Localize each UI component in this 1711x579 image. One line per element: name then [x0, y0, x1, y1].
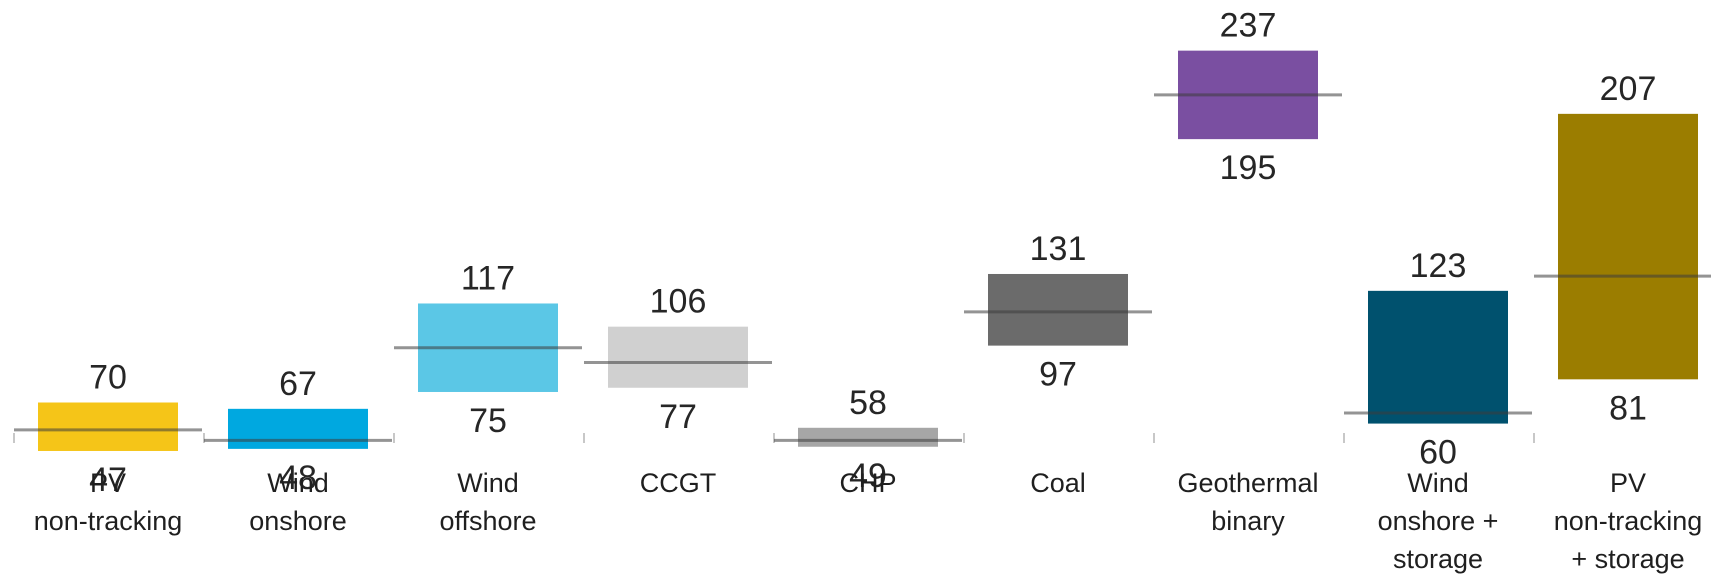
axis-tick — [203, 433, 205, 443]
high-value-label: 123 — [1410, 247, 1467, 285]
range-bar — [1368, 290, 1508, 424]
axis-tick — [583, 433, 585, 443]
category-label: PV non-tracking — [34, 468, 183, 536]
axis-tick — [1533, 433, 1535, 443]
axis-tick — [393, 433, 395, 443]
low-value-label: 48 — [279, 459, 317, 497]
category-label-line: PV — [90, 468, 126, 498]
category-label-line: Coal — [1030, 468, 1086, 498]
range-bar — [38, 402, 178, 451]
axis-tick — [773, 433, 775, 443]
axis-tick — [1343, 433, 1345, 443]
category-label-line: onshore — [249, 506, 347, 536]
range-bar — [608, 326, 748, 388]
high-value-label: 131 — [1030, 230, 1087, 268]
category-label: Wind onshore — [249, 468, 347, 536]
category-label: Geothermal binary — [1177, 468, 1318, 536]
category-label-line: binary — [1211, 506, 1285, 536]
category-label-line: PV — [1610, 468, 1646, 498]
category-label-line: Wind — [457, 468, 519, 498]
category-label: Wind onshore + storage — [1378, 468, 1499, 574]
low-value-label: 81 — [1609, 389, 1647, 427]
category-label-line: Geothermal — [1177, 468, 1318, 498]
low-value-label: 97 — [1039, 356, 1077, 394]
category-label: Coal — [1030, 468, 1086, 498]
category-label-line: CCGT — [640, 468, 717, 498]
range-bar — [1558, 113, 1698, 380]
category-label-line: offshore — [439, 506, 536, 536]
category-label-line: storage — [1393, 544, 1483, 574]
category-label-line: Wind — [267, 468, 329, 498]
low-value-label: 195 — [1220, 149, 1277, 187]
high-value-label: 237 — [1220, 7, 1277, 45]
category-label: CHP — [839, 468, 896, 498]
high-value-label: 207 — [1600, 70, 1657, 108]
category-label: PV non-tracking + storage — [1554, 468, 1703, 574]
category-label-line: CHP — [839, 468, 896, 498]
low-value-label: 49 — [849, 457, 887, 495]
category-label-line: + storage — [1571, 544, 1684, 574]
low-value-label: 75 — [469, 402, 507, 440]
category-label-line: non-tracking — [34, 506, 183, 536]
axis-tick — [13, 433, 15, 443]
high-value-label: 58 — [849, 384, 887, 422]
axis-tick — [963, 433, 965, 443]
high-value-label: 67 — [279, 365, 317, 403]
range-bar — [988, 273, 1128, 346]
high-value-label: 70 — [89, 359, 127, 397]
range-bar — [798, 427, 938, 447]
category-label: Wind offshore — [439, 468, 536, 536]
category-label: CCGT — [640, 468, 717, 498]
axis-tick — [1153, 433, 1155, 443]
low-value-label: 47 — [89, 461, 127, 499]
category-label-line: non-tracking — [1554, 506, 1703, 536]
low-value-label: 60 — [1419, 434, 1457, 472]
high-value-label: 117 — [461, 259, 515, 297]
range-bar — [228, 408, 368, 449]
high-value-label: 106 — [650, 283, 707, 321]
category-label-line: onshore + — [1378, 506, 1499, 536]
category-label-line: Wind — [1407, 468, 1469, 498]
low-value-label: 77 — [659, 398, 697, 436]
